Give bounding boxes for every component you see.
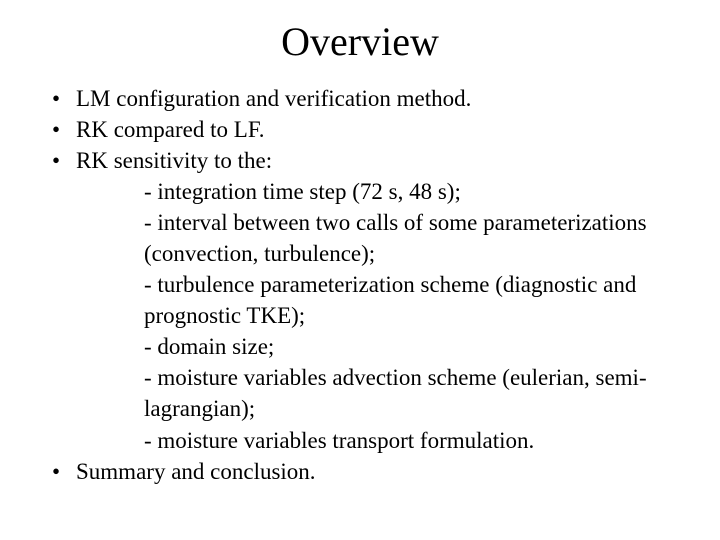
slide: Overview LM configuration and verificati…: [0, 0, 720, 540]
list-item: LM configuration and verification method…: [48, 83, 680, 114]
sub-item: - moisture variables advection scheme (e…: [144, 362, 680, 424]
bullet-list: LM configuration and verification method…: [40, 83, 680, 487]
sub-item: - domain size;: [144, 331, 680, 362]
sub-item: - integration time step (72 s, 48 s);: [144, 176, 680, 207]
sub-item: - moisture variables transport formulati…: [144, 425, 680, 456]
list-item: RK compared to LF.: [48, 114, 680, 145]
list-item: RK sensitivity to the: - integration tim…: [48, 145, 680, 455]
bullet-text: LM configuration and verification method…: [76, 86, 471, 111]
bullet-text: RK compared to LF.: [76, 117, 265, 142]
bullet-text: Summary and conclusion.: [76, 459, 316, 484]
list-item: Summary and conclusion.: [48, 456, 680, 487]
page-title: Overview: [40, 18, 680, 65]
sub-item: - interval between two calls of some par…: [144, 207, 680, 269]
sub-list: - integration time step (72 s, 48 s); - …: [76, 176, 680, 455]
sub-item: - turbulence parameterization scheme (di…: [144, 269, 680, 331]
bullet-text: RK sensitivity to the:: [76, 148, 272, 173]
